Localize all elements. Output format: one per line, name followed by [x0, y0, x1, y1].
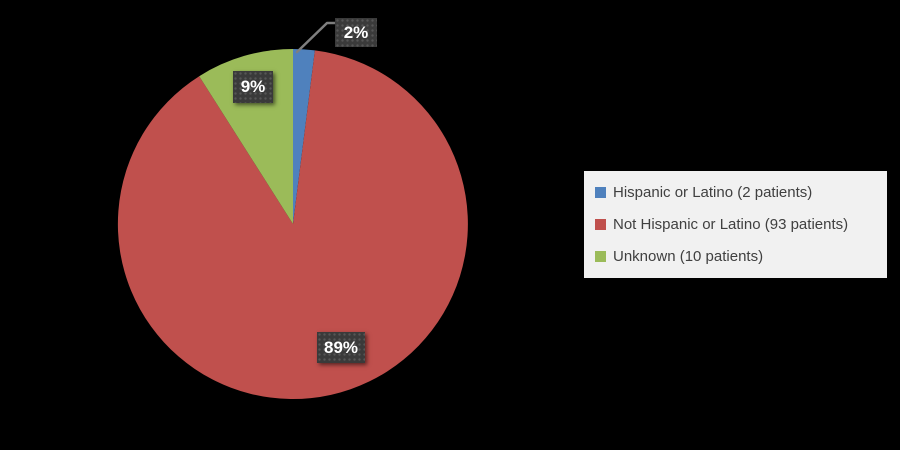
legend-item-hispanic: Hispanic or Latino (2 patients): [595, 184, 887, 201]
legend-marker-hispanic: [595, 187, 606, 199]
legend-item-unknown: Unknown (10 patients): [595, 248, 887, 265]
legend-marker-unknown: [595, 250, 606, 262]
legend-label-hispanic: Hispanic or Latino (2 patients): [613, 184, 813, 202]
data-label-not-hispanic: 89%: [317, 332, 365, 363]
data-label-unknown: 9%: [233, 71, 273, 103]
pie-slice-hispanic: [293, 49, 315, 224]
pie-slice-not-hispanic: [117, 50, 468, 400]
legend-marker-not-hispanic: [595, 218, 606, 230]
legend-item-not-hispanic: Not Hispanic or Latino (93 patients): [595, 216, 887, 233]
legend: Hispanic or Latino (2 patients) Not Hisp…: [584, 171, 887, 278]
legend-label-unknown: Unknown (10 patients): [613, 247, 764, 265]
data-label-hispanic: 2%: [335, 18, 377, 47]
callout-line: [295, 21, 337, 54]
legend-label-not-hispanic: Not Hispanic or Latino (93 patients): [613, 215, 849, 233]
